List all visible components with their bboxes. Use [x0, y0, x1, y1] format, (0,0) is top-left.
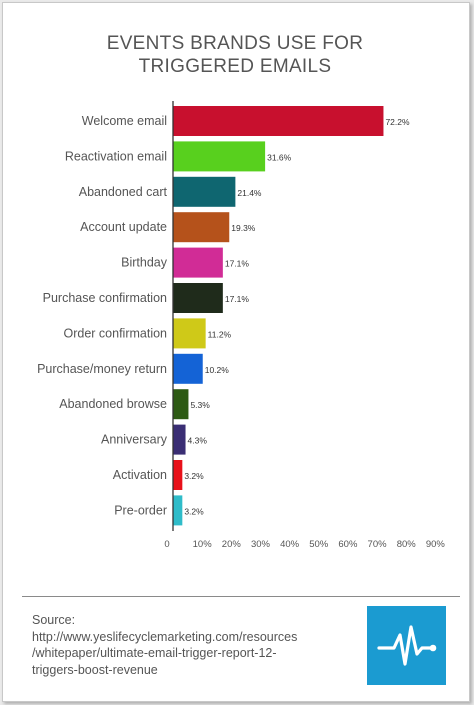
value-label: 11.2%: [208, 329, 232, 339]
value-label: 4.3%: [188, 436, 208, 446]
value-label: 17.1%: [225, 294, 250, 304]
category-label: Purchase/money return: [37, 362, 167, 376]
x-tick-label: 90%: [426, 539, 446, 550]
category-label: Birthday: [121, 256, 168, 270]
bar-activation: [173, 460, 183, 490]
bar-purchase-confirmation: [173, 283, 223, 313]
value-label: 3.2%: [184, 471, 204, 481]
x-tick-label: 20%: [222, 539, 242, 550]
value-label: 72.2%: [385, 117, 410, 127]
category-label: Activation: [113, 468, 167, 482]
source-url-line-1[interactable]: http://www.yeslifecyclemarketing.com/res…: [32, 629, 298, 644]
value-label: 21.4%: [237, 188, 262, 198]
x-tick-label: 70%: [368, 539, 388, 550]
category-label: Order confirmation: [63, 326, 167, 340]
chart-title: EVENTS BRANDS USE FOR TRIGGERED EMAILS: [0, 32, 470, 78]
x-tick-label: 30%: [251, 539, 271, 550]
bar-welcome-email: [173, 106, 384, 136]
value-label: 10.2%: [205, 365, 230, 375]
source-url-line-3[interactable]: triggers-boost-revenue: [32, 662, 158, 677]
source-block: Source: http://www.yeslifecyclemarketing…: [32, 612, 342, 678]
bar-birthday: [173, 247, 223, 278]
bar-abandoned-cart: [173, 176, 236, 207]
value-label: 31.6%: [267, 152, 292, 162]
logo: [367, 606, 446, 685]
x-tick-label: 10%: [193, 539, 213, 550]
source-url-line-2[interactable]: /whitepaper/ultimate-email-trigger-repor…: [32, 646, 277, 660]
category-label: Reactivation email: [65, 149, 167, 163]
chart-title-line-2: TRIGGERED EMAILS: [138, 56, 332, 77]
x-tick-label: 60%: [338, 539, 358, 550]
bar-pre-order: [173, 495, 183, 526]
bar-abandoned-browse: [173, 389, 189, 420]
x-tick-label: 40%: [280, 539, 300, 550]
x-tick-label: 0: [164, 539, 169, 550]
bar-reactivation-email: [173, 141, 266, 172]
category-label: Abandoned cart: [79, 185, 168, 199]
bar-order-confirmation: [173, 318, 206, 349]
chart-title-line-1: EVENTS BRANDS USE FOR: [106, 33, 364, 54]
category-label: Welcome email: [82, 114, 167, 128]
category-label: Pre-order: [114, 503, 167, 517]
x-tick-label: 50%: [309, 539, 329, 550]
value-label: 3.2%: [184, 506, 204, 516]
x-tick-label: 80%: [397, 539, 417, 550]
bar-anniversary: [173, 424, 186, 455]
value-label: 17.1%: [225, 259, 250, 269]
footer-divider: [22, 596, 460, 597]
category-label: Purchase confirmation: [43, 291, 167, 305]
bar-chart: Welcome email 72.2% Reactivation email 31.6…: [37, 101, 446, 550]
value-label: 5.3%: [190, 400, 210, 410]
value-label: 19.3%: [231, 223, 256, 233]
category-label: Account update: [80, 220, 167, 234]
source-label: Source:: [32, 613, 76, 627]
pulse-line-icon: [377, 625, 437, 666]
category-label: Abandoned browse: [59, 397, 167, 411]
bar-account-update: [173, 212, 230, 243]
bar-purchase-money-return: [173, 353, 203, 384]
category-label: Anniversary: [101, 433, 168, 447]
